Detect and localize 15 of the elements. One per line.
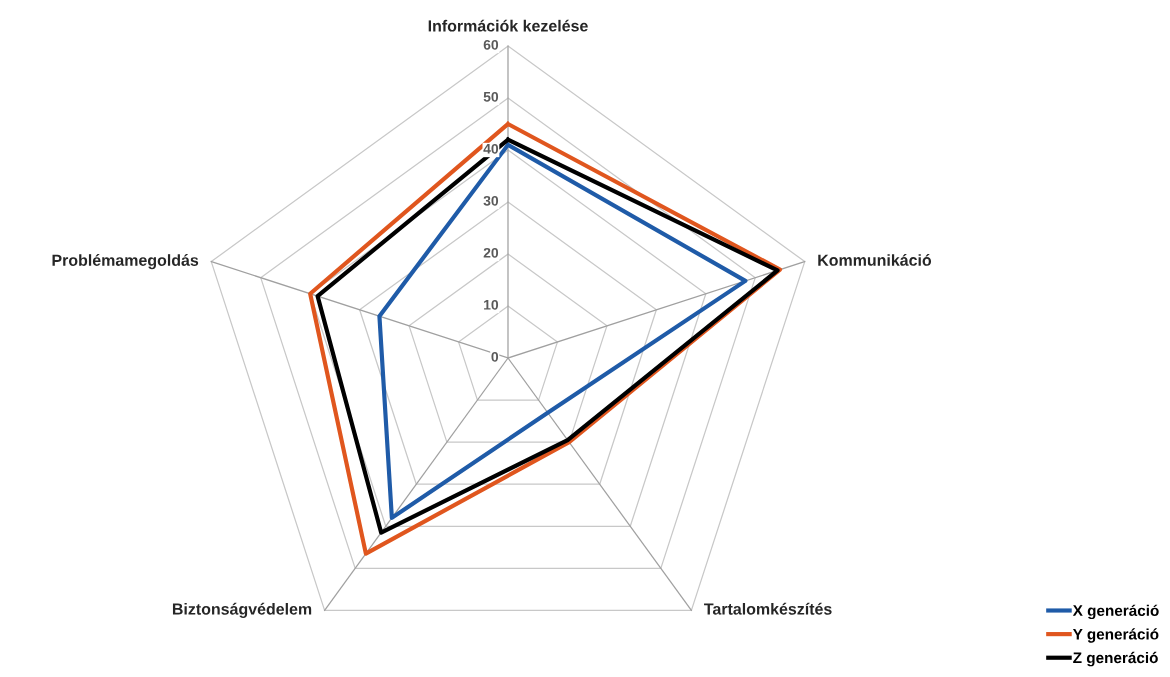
y-tick-label: 20 xyxy=(483,247,499,258)
y-tick-label: 10 xyxy=(484,299,499,310)
legend-label: Y generáció xyxy=(1072,628,1159,643)
spoke-label: Kommunikáció xyxy=(818,254,932,266)
legend-label: X generáció xyxy=(1072,604,1159,620)
y-tick-label: 60 xyxy=(483,39,499,50)
spoke-label: Tartalomkészítés xyxy=(704,602,832,615)
y-tick-label: 30 xyxy=(483,195,499,206)
spoke-label: Problémamegoldás xyxy=(52,254,199,270)
spoke-label: Biztonságvédelem xyxy=(172,602,312,618)
spoke-label: Információk kezelése xyxy=(428,19,588,32)
y-tick-label: 0 xyxy=(491,351,499,362)
legend-label: Z generáció xyxy=(1073,651,1158,667)
y-tick-label: 50 xyxy=(483,91,499,102)
y-tick-label: 40 xyxy=(483,143,499,154)
